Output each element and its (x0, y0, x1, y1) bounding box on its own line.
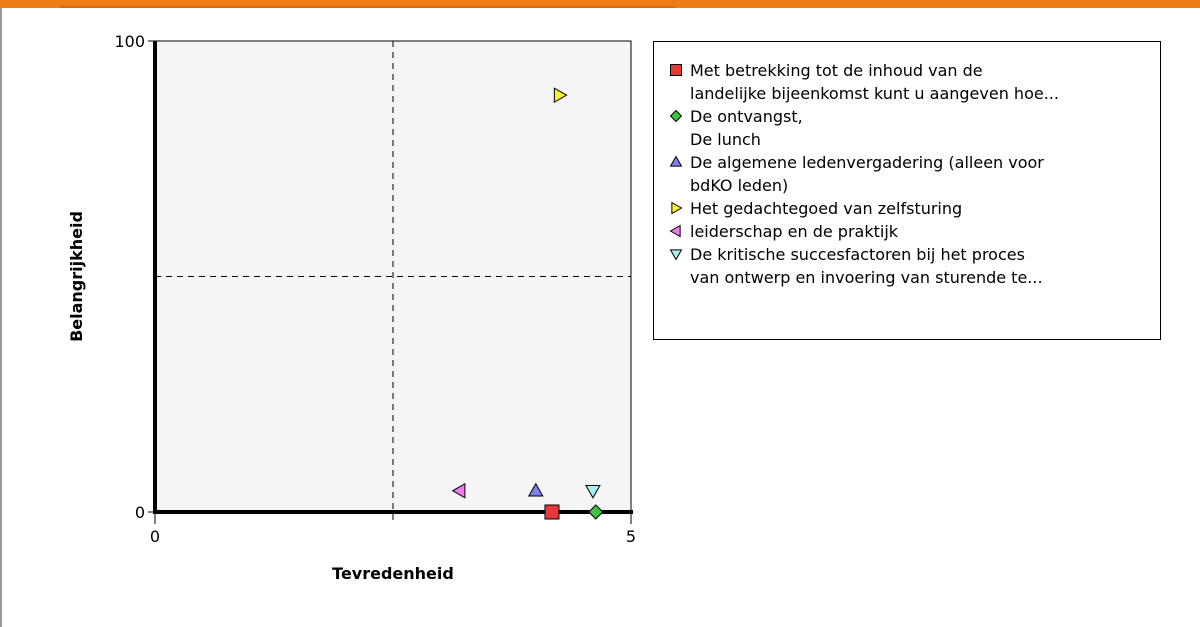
legend-label: Met betrekking tot de inhoud van de land… (690, 61, 1059, 103)
legend-item: Met betrekking tot de inhoud van de land… (668, 59, 1150, 105)
legend-label: leiderschap en de praktijk (690, 222, 899, 241)
data-point-3-triangle-right (553, 87, 568, 104)
legend-marker-shape (670, 64, 682, 76)
left-border (0, 8, 2, 627)
legend-marker-shape (669, 155, 683, 167)
data-point-1-diamond (588, 504, 604, 520)
legend-marker-shape (671, 201, 683, 215)
legend-marker-triangle-down (669, 249, 683, 261)
x-axis-label: Tevredenheid (332, 564, 454, 583)
legend-item: De ontvangst, De lunch (668, 105, 1150, 151)
data-point-5-triangle-down (585, 485, 601, 499)
legend-marker-triangle-up (669, 155, 683, 167)
x-tick-label-max: 5 (626, 527, 636, 546)
legend-label: De kritische succesfactoren bij het proc… (690, 245, 1043, 287)
data-point-0-square (544, 504, 560, 520)
legend-item: De kritische succesfactoren bij het proc… (668, 243, 1150, 289)
legend-label: De ontvangst, De lunch (690, 107, 803, 149)
y-axis-label: Belangrijkheid (67, 211, 86, 342)
legend-label: De algemene ledenvergadering (alleen voo… (690, 153, 1044, 195)
legend-marker-shape (669, 249, 683, 261)
legend-marker-triangle-left (669, 224, 681, 238)
legend-item: leiderschap en de praktijk (668, 220, 1150, 243)
legend-item: Het gedachtegoed van zelfsturing (668, 197, 1150, 220)
legend-marker-diamond (669, 109, 683, 123)
y-tick-label-max: 100 (114, 32, 145, 51)
data-point-4-triangle-left (451, 482, 466, 499)
top-accent-shade (60, 6, 675, 8)
y-tick-label-min: 0 (135, 503, 145, 522)
x-tick-label-min: 0 (150, 527, 160, 546)
legend-marker-triangle-right (671, 201, 683, 215)
legend-label: Het gedachtegoed van zelfsturing (690, 199, 963, 218)
legend-marker-square (670, 64, 682, 76)
legend-item: De algemene ledenvergadering (alleen voo… (668, 151, 1150, 197)
top-accent-bar (0, 0, 1200, 8)
data-point-2-triangle-up (527, 482, 544, 497)
legend: Met betrekking tot de inhoud van de land… (653, 41, 1161, 340)
legend-marker-shape (669, 109, 683, 123)
legend-marker-shape (669, 224, 681, 238)
